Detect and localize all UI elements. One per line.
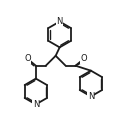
Text: N: N [88,92,94,101]
Text: O: O [24,54,31,63]
Text: N: N [33,100,39,109]
Text: N: N [56,17,63,26]
Text: O: O [81,54,87,63]
